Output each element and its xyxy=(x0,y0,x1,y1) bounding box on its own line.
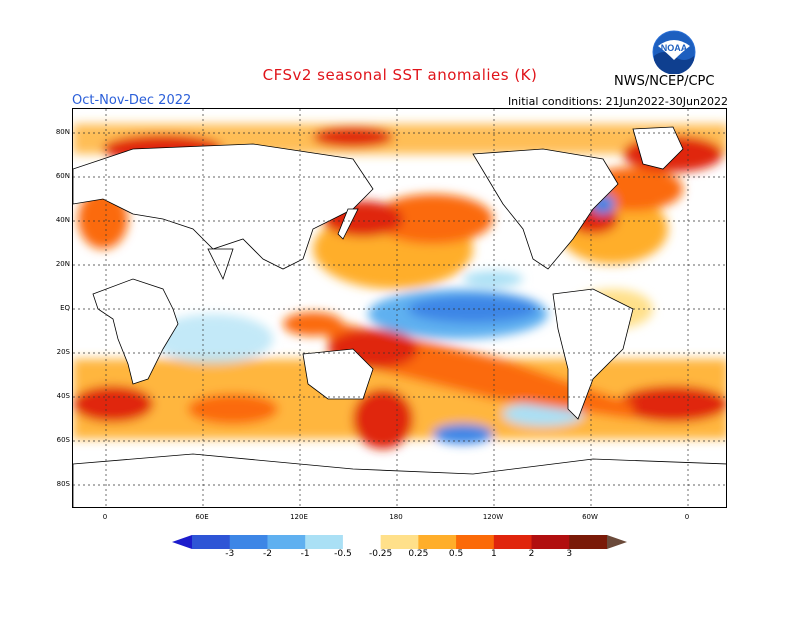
lat-label: 40N xyxy=(55,216,70,224)
colorbar-segment xyxy=(305,535,344,549)
colorbar-tick-label: 1 xyxy=(490,549,497,559)
colorbar-tick-label: 0.25 xyxy=(408,549,429,559)
lat-label: EQ xyxy=(60,304,70,312)
lat-label: 20N xyxy=(55,260,70,268)
colorbar-tick-label: -1 xyxy=(300,549,310,559)
lon-label: 0 xyxy=(102,513,108,521)
colorbar-segment xyxy=(267,535,306,549)
colorbar-segment xyxy=(569,535,608,549)
lon-label: 60E xyxy=(195,513,209,521)
colorbar-tick-label: -3 xyxy=(225,549,235,559)
graticule xyxy=(73,109,726,507)
colorbar-segment xyxy=(229,535,268,549)
colorbar xyxy=(172,534,627,549)
anomaly-field xyxy=(73,124,726,449)
initial-conditions-label: Initial conditions: 21Jun2022-30Jun2022 xyxy=(507,95,728,108)
lat-label: 60N xyxy=(55,172,70,180)
org-label: NWS/NCEP/CPC xyxy=(614,74,715,89)
lat-label: 20S xyxy=(56,348,70,356)
colorbar-tick-label: -2 xyxy=(262,549,272,559)
lat-label: 80S xyxy=(56,480,70,488)
colorbar-segment xyxy=(607,535,627,549)
colorbar-tick-label: 0.5 xyxy=(448,549,464,559)
lon-label: 120W xyxy=(482,513,504,521)
lat-label: 60S xyxy=(56,436,70,444)
season-label: Oct-Nov-Dec 2022 xyxy=(72,93,192,108)
lon-label: 0 xyxy=(684,513,690,521)
lat-label: 80N xyxy=(55,128,70,136)
svg-text:NOAA: NOAA xyxy=(661,43,688,53)
colorbar-segment xyxy=(380,535,419,549)
colorbar-tick-label: 3 xyxy=(566,549,573,559)
lon-label: 60W xyxy=(582,513,598,521)
land-masses xyxy=(73,126,726,507)
noaa-logo: NOAA xyxy=(652,30,696,75)
colorbar-tick-label: -0.5 xyxy=(334,549,352,559)
colorbar-segment xyxy=(531,535,570,549)
colorbar-tick-label: -0.25 xyxy=(368,549,393,559)
sst-anomaly-map xyxy=(72,108,727,508)
lon-label: 120E xyxy=(290,513,308,521)
colorbar-tick-label: 2 xyxy=(528,549,535,559)
lon-label: 180 xyxy=(389,513,403,521)
colorbar-segment xyxy=(192,535,231,549)
colorbar-segment xyxy=(456,535,495,549)
colorbar-segment xyxy=(493,535,533,549)
colorbar-segment xyxy=(342,535,382,549)
chart-title: CFSv2 seasonal SST anomalies (K) xyxy=(262,66,538,84)
colorbar-segment xyxy=(418,535,457,549)
colorbar-segment xyxy=(172,535,192,549)
lat-label: 40S xyxy=(56,392,70,400)
